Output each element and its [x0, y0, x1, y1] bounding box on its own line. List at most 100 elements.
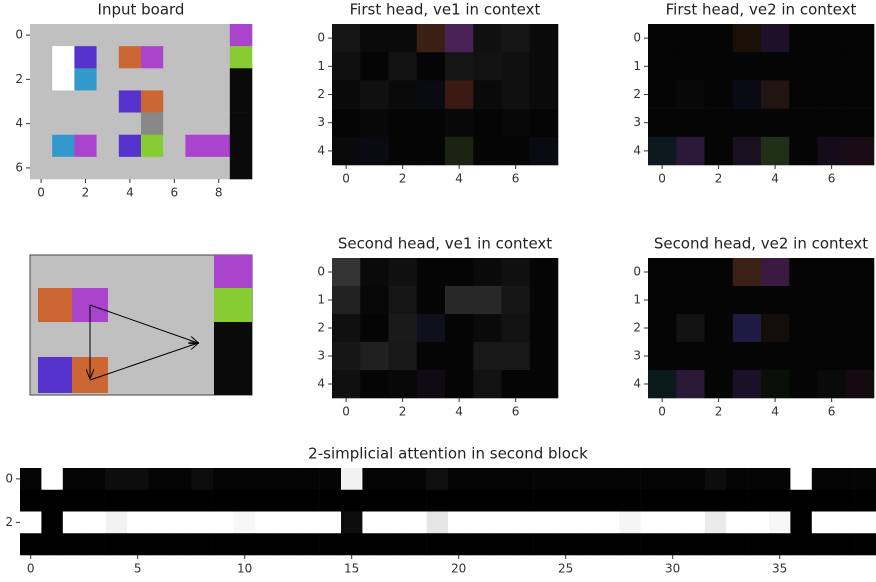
cell	[845, 52, 875, 81]
x-tick-label: 0	[37, 186, 45, 200]
diagram-cell	[38, 357, 72, 393]
cell	[405, 489, 427, 512]
cell	[512, 489, 534, 512]
cell	[105, 533, 128, 556]
cell	[74, 90, 97, 113]
cell	[789, 108, 818, 138]
cell	[332, 52, 361, 81]
cell	[118, 24, 142, 47]
cell	[732, 370, 762, 399]
cell	[811, 468, 834, 491]
cell	[416, 286, 446, 315]
cell	[529, 136, 559, 166]
cell	[148, 511, 171, 534]
cell	[529, 342, 559, 371]
cell	[96, 24, 120, 47]
cell	[704, 314, 734, 343]
cell	[332, 342, 361, 371]
arrow	[89, 304, 198, 343]
cell	[747, 533, 770, 556]
cell	[185, 90, 208, 113]
chart-title: 2-simplicial attention in second block	[308, 445, 588, 463]
cell	[383, 533, 406, 556]
cell	[811, 511, 834, 534]
cell	[648, 24, 677, 53]
cell	[360, 314, 389, 343]
cell	[676, 80, 705, 109]
cell	[234, 489, 256, 512]
cell	[141, 24, 164, 47]
cell	[845, 24, 875, 53]
cell	[726, 511, 748, 534]
cell	[169, 489, 192, 512]
diagram-cell	[214, 255, 252, 288]
cell	[648, 314, 677, 343]
cell	[298, 511, 320, 534]
cell	[84, 533, 106, 556]
x-tick-label: 4	[771, 172, 779, 186]
x-tick-label: 4	[455, 172, 463, 186]
cell	[41, 468, 64, 491]
cell	[319, 489, 342, 512]
cell	[127, 489, 149, 512]
cell	[817, 136, 847, 166]
chart-title: Second head, ve1 in context	[338, 235, 552, 253]
cell	[163, 46, 186, 69]
cell	[473, 80, 502, 109]
cell	[416, 24, 446, 53]
cell	[388, 52, 418, 81]
cell	[426, 533, 449, 556]
cell	[640, 489, 663, 512]
x-tick-label: 5	[134, 562, 142, 576]
cell	[84, 468, 106, 491]
cell	[790, 468, 813, 491]
cell	[761, 258, 790, 287]
cell	[789, 24, 818, 53]
cell	[473, 286, 502, 315]
cell	[416, 80, 446, 109]
cell	[185, 24, 208, 47]
cell	[732, 258, 762, 287]
cell	[854, 511, 876, 534]
cell	[276, 511, 299, 534]
cell	[747, 489, 770, 512]
cell	[30, 24, 53, 47]
cell	[811, 533, 834, 556]
cell	[20, 468, 42, 491]
y-tick-label: 0	[317, 265, 325, 279]
cell	[388, 314, 418, 343]
cell	[732, 342, 762, 371]
cell	[62, 533, 85, 556]
cell	[501, 136, 531, 166]
cell	[704, 511, 727, 534]
cell	[817, 314, 847, 343]
cell	[648, 286, 677, 315]
cell	[704, 136, 734, 166]
cell	[319, 533, 342, 556]
cell	[704, 342, 734, 371]
cell	[555, 533, 577, 556]
cell	[529, 24, 559, 53]
cell	[84, 511, 106, 534]
cell	[576, 468, 599, 491]
cell	[501, 314, 531, 343]
cell	[388, 370, 418, 399]
cell	[276, 533, 299, 556]
cell	[817, 24, 847, 53]
cell	[341, 468, 363, 491]
cell	[141, 112, 164, 136]
cell	[20, 533, 42, 556]
cell	[163, 68, 186, 91]
y-tick-label: 6	[15, 160, 23, 174]
cell	[789, 80, 818, 109]
cell	[362, 489, 385, 512]
cell	[96, 112, 120, 136]
cell	[790, 533, 813, 556]
cell	[529, 286, 559, 315]
y-tick-label: 2	[633, 87, 641, 101]
cell	[817, 258, 847, 287]
cell	[747, 468, 770, 491]
cell	[141, 134, 164, 158]
cell	[185, 68, 208, 91]
y-tick-label: 4	[633, 377, 641, 391]
